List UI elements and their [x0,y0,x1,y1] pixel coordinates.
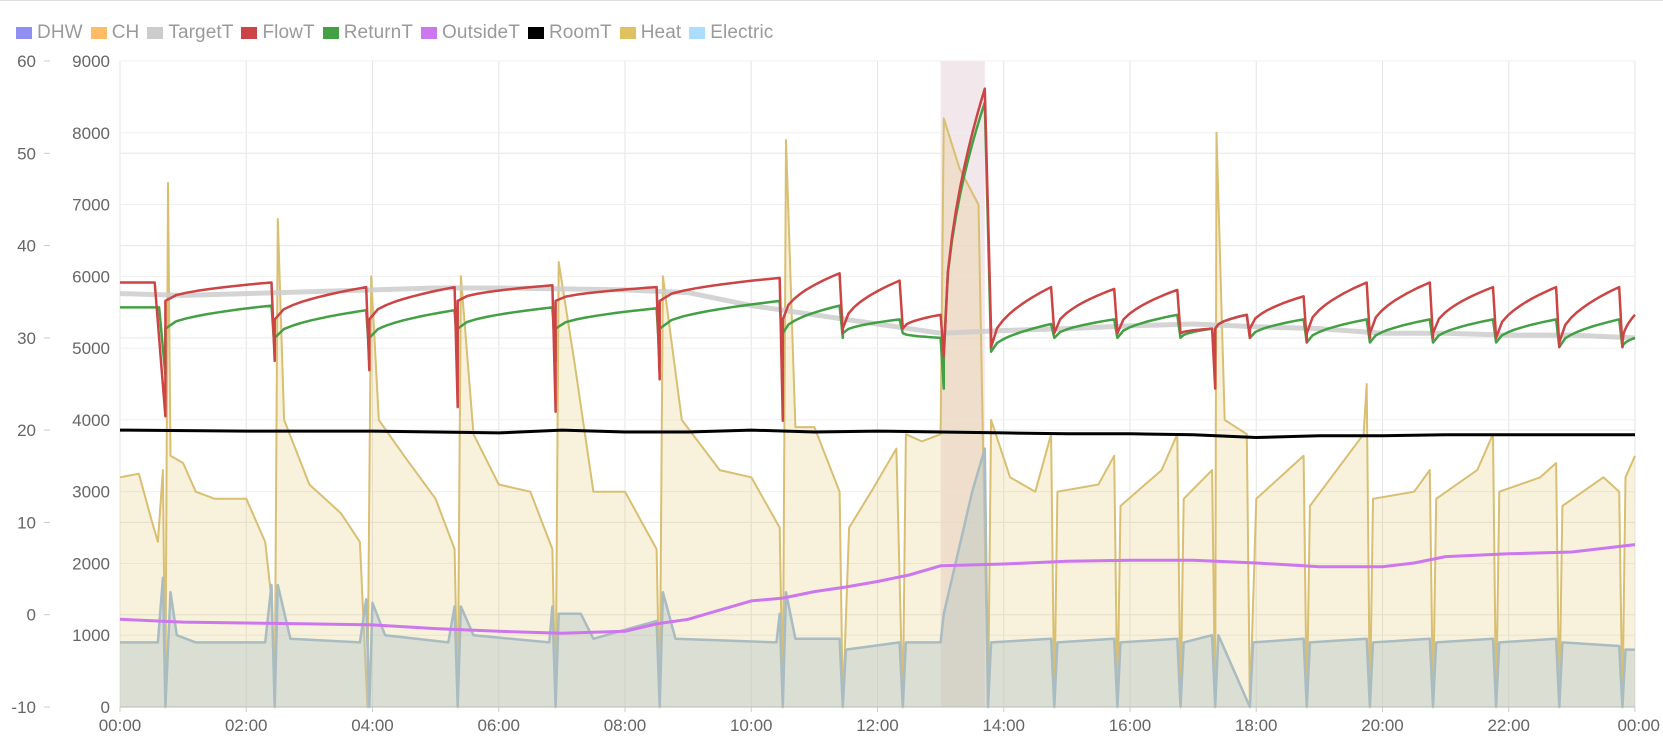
y-left-tick-label: -10 [11,698,36,717]
line-returnt [120,101,1636,390]
line-outsidet [119,543,1636,635]
legend-label: OutsideT [442,22,520,43]
x-tick-label: 02:00 [225,716,268,735]
legend-label: FlowT [262,22,315,43]
legend-label: DHW [37,22,83,43]
legend-swatch [320,25,341,41]
y-left-tick-label: 20 [17,421,36,440]
legend-swatch [88,25,109,41]
legend-item-targett[interactable]: TargetT [145,22,233,44]
legend-label: Electric [710,22,774,43]
legend-swatch [419,25,440,41]
y-left-tick-label: 50 [17,144,36,163]
y-right-tick-label: 7000 [72,196,110,215]
y-right-tick-label: 3000 [72,483,110,502]
legend-swatch [617,25,638,41]
x-tick-label: 16:00 [1109,716,1152,735]
x-tick-label: 00:00 [1617,716,1660,735]
x-tick-label: 08:00 [604,716,647,735]
x-tick-label: 12:00 [856,716,899,735]
legend-item-flowt[interactable]: FlowT [239,22,315,44]
legend-swatch [14,25,34,41]
x-tick-label: 22:00 [1487,716,1530,735]
legend-label: CH [111,22,140,43]
top-rule [0,0,1663,1]
y-right-tick-label: 2000 [72,554,110,573]
legend-item-outsidet[interactable]: OutsideT [419,22,520,44]
x-tick-label: 14:00 [982,716,1025,735]
x-tick-label: 18:00 [1235,716,1278,735]
x-tick-label: 20:00 [1361,716,1404,735]
legend-item-returnt[interactable]: ReturnT [320,22,414,44]
legend-label: Heat [640,22,682,43]
y-left-tick-label: 30 [17,329,36,348]
legend-item-electric[interactable]: Electric [687,22,773,44]
y-right-tick-label: 8000 [72,124,110,143]
area-heat [120,118,1635,707]
y-left-tick-label: 60 [17,52,36,71]
legend-label: RoomT [548,22,612,43]
y-left-tick-label: 10 [17,513,36,532]
legend-label: TargetT [168,22,234,43]
legend-label: ReturnT [343,22,414,43]
y-right-tick-label: 6000 [72,267,110,286]
x-tick-label: 04:00 [351,716,394,735]
x-tick-label: 00:00 [99,716,142,735]
legend-swatch [239,25,260,41]
y-right-tick-label: 1000 [72,626,110,645]
line-roomt [119,428,1635,439]
y-left-tick-label: 40 [17,237,36,256]
y-right-tick-label: 0 [101,698,110,717]
y-left-tick-label: 0 [27,606,36,625]
y-right-tick-label: 9000 [72,52,110,71]
legend: DHW CH TargetT FlowT ReturnT OutsideT RoomT Hea… [14,22,779,44]
legend-item-ch[interactable]: CH [88,22,140,44]
x-tick-label: 06:00 [477,716,520,735]
legend-item-dhw[interactable]: DHW [14,22,83,44]
legend-swatch [687,25,708,41]
legend-item-roomt[interactable]: RoomT [525,22,612,44]
line-electric [120,447,1635,709]
legend-item-heat[interactable]: Heat [617,22,682,44]
y-right-tick-label: 5000 [72,339,110,358]
legend-swatch [525,25,546,41]
y-right-tick-label: 4000 [72,411,110,430]
x-tick-label: 10:00 [730,716,773,735]
line-flowt [120,87,1636,423]
legend-swatch [145,25,166,41]
